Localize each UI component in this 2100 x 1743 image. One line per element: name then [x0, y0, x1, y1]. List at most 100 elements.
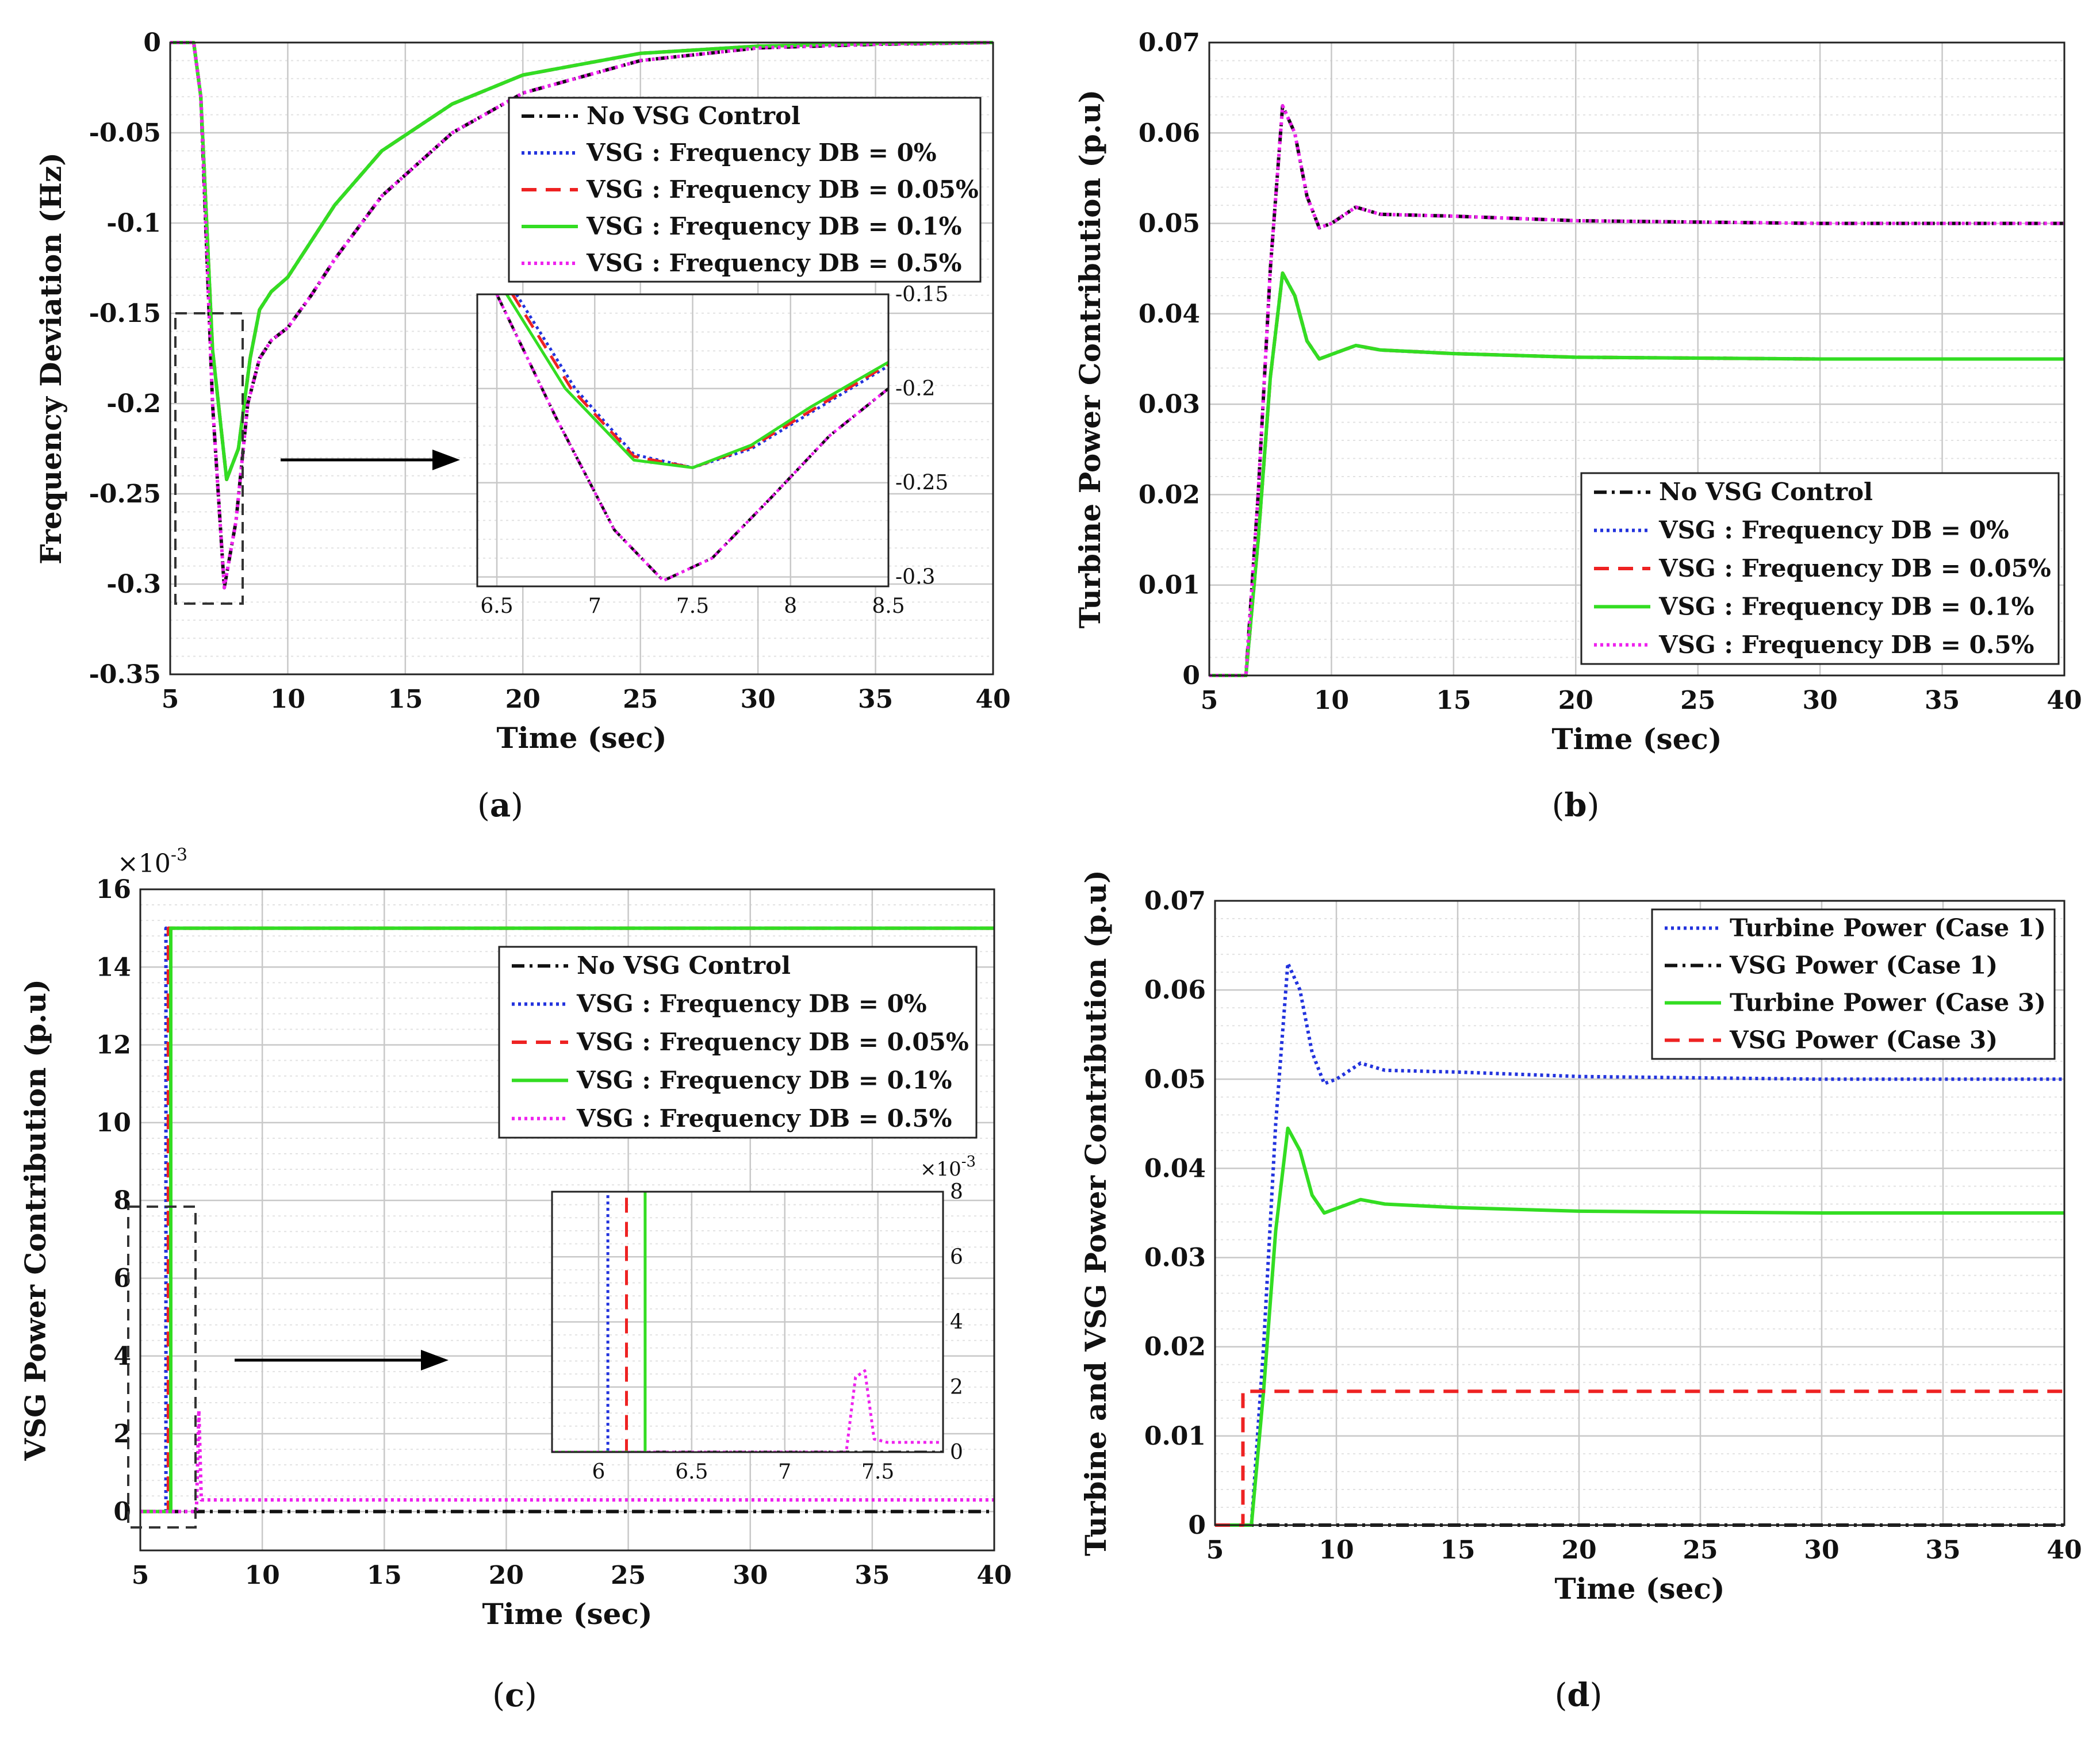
y-tick-label: 0.05	[1144, 1065, 1206, 1094]
inset-x-tick-label: 7	[778, 1460, 791, 1484]
x-tick-label: 25	[1680, 686, 1715, 715]
caption-open: (	[1555, 1677, 1568, 1714]
plot-frame	[169, 41, 994, 675]
y-tick-label: 0.07	[1139, 28, 1200, 57]
x-tick-label: 25	[1683, 1535, 1718, 1565]
inset-y-tick-label: 0	[950, 1441, 963, 1464]
legend-entry: VSG : Frequency DB = 0%	[586, 139, 937, 167]
x-tick-label: 5	[162, 685, 179, 714]
series-line	[140, 1408, 994, 1514]
caption-letter: a	[490, 786, 511, 824]
series-line	[495, 294, 888, 582]
y-tick-label: -0.15	[89, 299, 161, 328]
y-tick-label: 0.02	[1139, 480, 1200, 509]
caption-close: )	[524, 1677, 537, 1714]
legend-entry: VSG Power (Case 1)	[1729, 951, 1998, 980]
y-axis-label: VSG Power Contribution (p.u)	[18, 979, 52, 1461]
inset-y-tick-label: -0.25	[895, 471, 948, 495]
series-line	[552, 1369, 943, 1452]
inset-x-tick-label: 6.5	[675, 1460, 708, 1484]
x-tick-label: 25	[611, 1561, 646, 1590]
y-tick-label: 10	[96, 1108, 131, 1138]
x-tick-label: 20	[489, 1561, 524, 1590]
legend-box	[1580, 472, 2060, 665]
legend-entry: No VSG Control	[1659, 478, 1873, 506]
plot-frame	[1214, 900, 2065, 1526]
panel-caption: (d)	[1555, 1676, 1603, 1714]
x-tick-label: 15	[388, 685, 423, 714]
legend-entry: VSG : Frequency DB = 0.05%	[586, 175, 979, 204]
panel-caption: (a)	[477, 786, 523, 824]
zoom-arrowhead	[432, 450, 460, 470]
inset-y-tick-label: -0.3	[895, 566, 935, 589]
legend-entry: VSG : Frequency DB = 0.05%	[1658, 554, 2051, 582]
y-tick-label: 0.05	[1139, 209, 1200, 239]
axis-exponent: ×10-3	[117, 845, 187, 878]
series-line	[552, 1192, 647, 1452]
x-axis-label: Time (sec)	[482, 1597, 652, 1631]
y-tick-label: 0.01	[1139, 571, 1200, 600]
chart-panel-a: 5 10 15 20 25 30 35 40 0 -0.05 -0.1 -0.15 -0.2 -0.25 -…	[34, 28, 1011, 824]
x-tick-label: 35	[854, 1561, 890, 1590]
caption-open: (	[477, 787, 490, 824]
caption-close: )	[1587, 787, 1600, 824]
y-tick-label: -0.05	[89, 118, 161, 148]
y-axis-label: Turbine and VSG Power Contribution (p.u)	[1079, 870, 1113, 1556]
legend-box	[508, 97, 982, 283]
y-tick-label: 0.03	[1139, 390, 1200, 419]
y-tick-label: 8	[113, 1186, 131, 1215]
inset-x-tick-label: 8.5	[872, 594, 905, 618]
caption-letter: c	[505, 1676, 524, 1714]
exponent-power: -3	[961, 1153, 976, 1170]
y-tick-label: 0	[143, 28, 161, 57]
x-tick-label: 30	[741, 685, 776, 714]
y-axis-label: Frequency Deviation (Hz)	[34, 152, 68, 565]
legend-entry: VSG : Frequency DB = 0.05%	[576, 1028, 969, 1056]
inset-plot: 6 6.5 7 7.5 0 2 4 6 8×10-3	[551, 1153, 976, 1484]
chart-panel-c: 5 10 15 20 25 30 35 40 0 2 4 6 8 10 12 14 16 Time (sec) VS…	[18, 845, 1012, 1714]
x-tick-label: 15	[1436, 686, 1471, 715]
x-tick-label: 10	[1319, 1535, 1354, 1565]
x-tick-label: 20	[505, 685, 541, 714]
x-tick-label: 35	[1925, 686, 1960, 715]
x-axis-label: Time (sec)	[1551, 722, 1722, 756]
legend-box	[498, 946, 978, 1139]
x-tick-label: 40	[2047, 686, 2082, 715]
exponent-base: ×10	[920, 1158, 961, 1181]
series-line	[1215, 1126, 2064, 1527]
legend-entry: VSG : Frequency DB = 0.1%	[576, 1066, 952, 1094]
inset-exponent: ×10-3	[920, 1153, 976, 1181]
x-tick-label: 5	[132, 1561, 150, 1590]
legend-entry: VSG : Frequency DB = 0.1%	[1658, 592, 2034, 620]
x-tick-label: 10	[245, 1561, 280, 1590]
x-tick-label: 10	[270, 685, 305, 714]
x-tick-label: 10	[1314, 686, 1349, 715]
inset-x-tick-label: 6.5	[480, 594, 513, 618]
x-tick-label: 25	[623, 685, 658, 714]
plot-frame	[1208, 41, 2065, 677]
x-tick-label: 40	[975, 685, 1010, 714]
series-line	[552, 1192, 610, 1452]
series-line	[1209, 104, 2064, 677]
inset-x-tick-label: 7.5	[676, 594, 709, 618]
series-line	[511, 294, 888, 469]
y-tick-label: 14	[96, 953, 131, 982]
zoom-region-box	[127, 1205, 197, 1529]
x-tick-label: 5	[1201, 686, 1218, 715]
chart-panel-d: 5 10 15 20 25 30 35 40 0 0.01 0.02 0.03 0.04 0.05 0.06…	[1079, 870, 2082, 1714]
y-tick-label: -0.2	[106, 389, 161, 419]
x-tick-label: 15	[367, 1561, 402, 1590]
legend-entry: VSG Power (Case 3)	[1729, 1026, 1998, 1054]
y-axis-label: Turbine Power Contribution (p.u)	[1073, 90, 1107, 629]
chart-panel-b: 5 10 15 20 25 30 35 40 0 0.01 0.02 0.03 0.04 0.05 0.06…	[1073, 28, 2082, 824]
plot-frame	[139, 888, 995, 1552]
legend-entry: Turbine Power (Case 3)	[1730, 989, 2046, 1017]
y-tick-label: -0.1	[106, 209, 161, 238]
series-line	[505, 294, 888, 469]
x-axis-label: Time (sec)	[1554, 1572, 1725, 1606]
series-line	[495, 294, 888, 582]
y-tick-label: -0.3	[106, 570, 161, 599]
zoom-region-box	[174, 312, 244, 605]
x-tick-label: 20	[1561, 1535, 1596, 1565]
